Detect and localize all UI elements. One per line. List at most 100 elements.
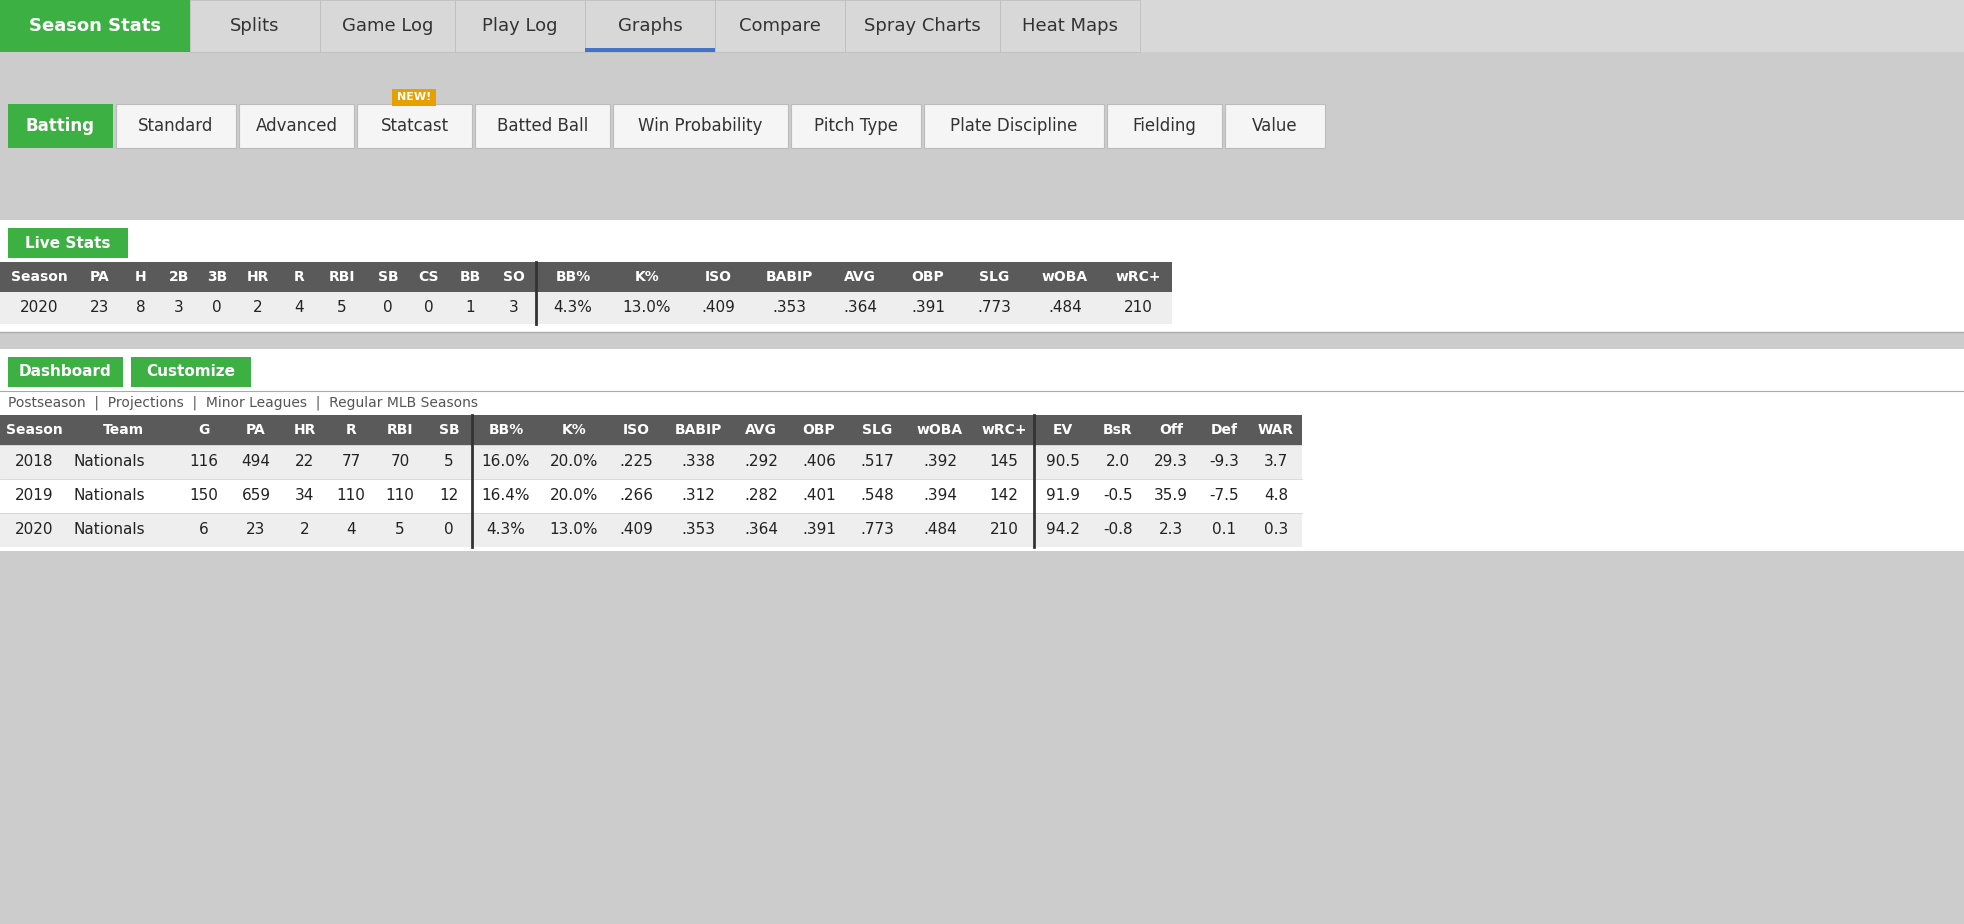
Bar [0,292,1173,324]
Text: 0.3: 0.3 [1265,522,1288,538]
Bar [0,100,1964,148]
Text: OBP: OBP [803,423,835,437]
Text: 145: 145 [990,455,1019,469]
Text: BABIP: BABIP [766,270,813,284]
Text: 210: 210 [1123,300,1153,315]
Text: RBI: RBI [328,270,355,284]
Text: Batted Ball: Batted Ball [497,117,587,135]
Bar [8,104,114,148]
Text: .401: .401 [801,489,837,504]
Bar [8,228,128,258]
Text: Fielding: Fielding [1133,117,1196,135]
Text: .517: .517 [860,455,894,469]
Bar [0,148,1964,220]
Text: .353: .353 [682,522,715,538]
Text: 116: 116 [189,455,218,469]
Text: 3: 3 [509,300,518,315]
Text: .312: .312 [682,489,715,504]
Text: 22: 22 [295,455,314,469]
Text: SB: SB [438,423,460,437]
Text: BABIP: BABIP [674,423,721,437]
Text: 20.0%: 20.0% [550,489,599,504]
Text: 150: 150 [191,489,218,504]
Text: Season: Season [6,423,63,437]
Text: 0.1: 0.1 [1212,522,1235,538]
Bar [8,357,124,387]
Text: .353: .353 [772,300,805,315]
Text: 5: 5 [395,522,405,538]
Text: -9.3: -9.3 [1210,455,1239,469]
Text: 2: 2 [300,522,310,538]
Bar [791,104,921,148]
Text: Win Probability: Win Probability [638,117,762,135]
Bar [0,333,1964,349]
Text: 110: 110 [385,489,414,504]
Text: R: R [295,270,304,284]
Bar [320,0,456,52]
Bar [1000,0,1139,52]
Text: 12: 12 [440,489,460,504]
Text: 70: 70 [391,455,410,469]
Text: .773: .773 [976,300,1011,315]
Text: -7.5: -7.5 [1210,489,1239,504]
Bar [715,0,845,52]
Text: 2019: 2019 [14,489,53,504]
Bar [613,104,788,148]
Text: 91.9: 91.9 [1047,489,1080,504]
Text: Pitch Type: Pitch Type [813,117,898,135]
Text: OBP: OBP [911,270,945,284]
Text: 0: 0 [383,300,393,315]
Bar [1108,104,1222,148]
Text: 5: 5 [444,455,454,469]
Bar [845,0,1000,52]
Text: 2020: 2020 [20,300,59,315]
Text: K%: K% [634,270,660,284]
Text: .548: .548 [860,489,894,504]
Bar [0,349,1964,551]
Text: 4: 4 [295,300,304,315]
Text: .392: .392 [923,455,956,469]
Text: 16.0%: 16.0% [481,455,530,469]
Text: .282: .282 [744,489,778,504]
Text: 4.8: 4.8 [1265,489,1288,504]
Bar [0,220,1964,332]
Text: 0: 0 [444,522,454,538]
Text: 659: 659 [242,489,271,504]
Text: Season Stats: Season Stats [29,17,161,35]
Text: CS: CS [418,270,440,284]
Text: 3: 3 [175,300,185,315]
Text: .364: .364 [843,300,878,315]
Text: G: G [198,423,210,437]
Text: 23: 23 [246,522,265,538]
Text: .391: .391 [801,522,837,538]
Text: Game Log: Game Log [342,17,434,35]
Text: .394: .394 [923,489,956,504]
Bar [0,479,1302,513]
Text: 20.0%: 20.0% [550,455,599,469]
Text: HR: HR [247,270,269,284]
Text: Plate Discipline: Plate Discipline [951,117,1078,135]
Text: AVG: AVG [845,270,876,284]
Bar [0,0,1964,52]
Text: 13.0%: 13.0% [623,300,672,315]
Text: PA: PA [246,423,265,437]
Text: .364: .364 [744,522,778,538]
Text: 3.7: 3.7 [1265,455,1288,469]
Text: BB%: BB% [489,423,524,437]
Text: 4.3%: 4.3% [487,522,526,538]
Text: 8: 8 [136,300,145,315]
Text: 0: 0 [424,300,434,315]
Text: 4.3%: 4.3% [554,300,593,315]
Text: 2.0: 2.0 [1106,455,1129,469]
Text: Season: Season [10,270,67,284]
Text: .406: .406 [801,455,837,469]
Text: Standard: Standard [137,117,214,135]
Text: 142: 142 [990,489,1019,504]
Text: EV: EV [1053,423,1072,437]
Bar [475,104,611,148]
Text: Nationals: Nationals [75,455,145,469]
Text: Dashboard: Dashboard [20,364,112,380]
Text: .484: .484 [1049,300,1082,315]
Text: 16.4%: 16.4% [481,489,530,504]
Text: R: R [346,423,355,437]
